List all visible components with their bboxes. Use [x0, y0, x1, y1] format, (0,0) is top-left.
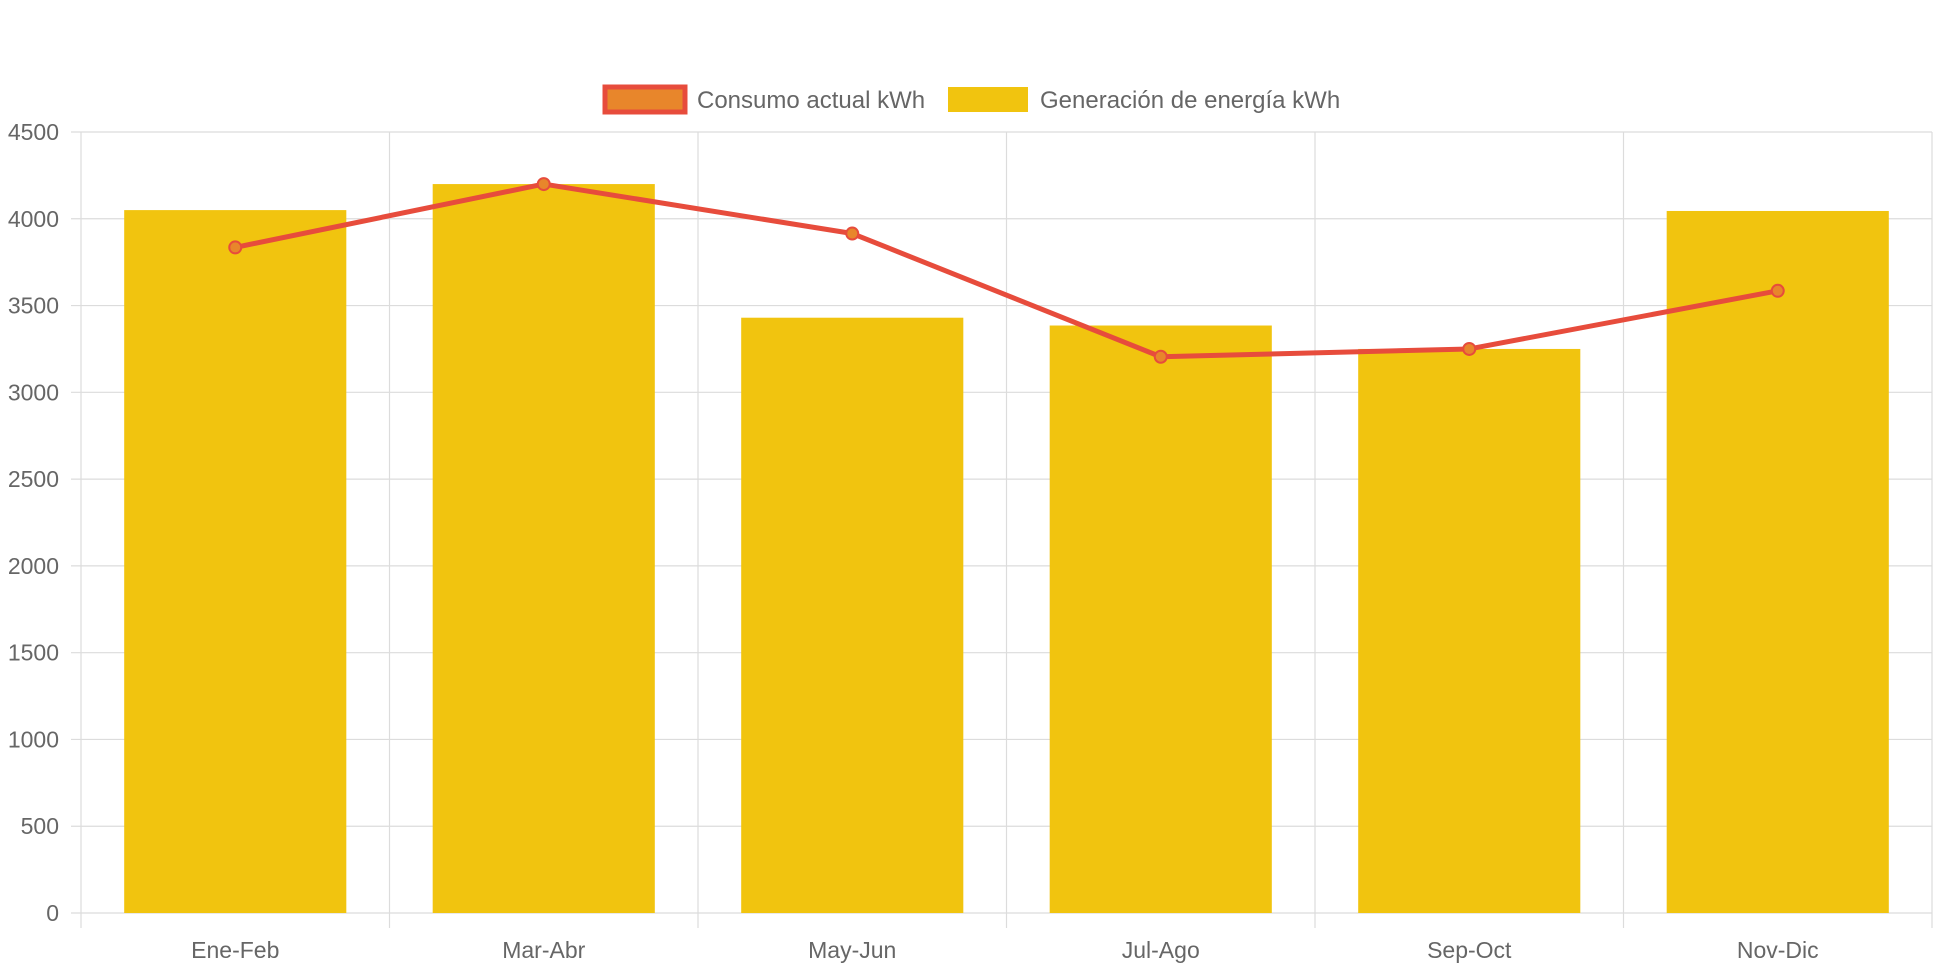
point-nov-dic[interactable]: [1770, 283, 1785, 298]
x-tick-label: Mar-Abr: [502, 937, 585, 963]
y-tick-label: 3500: [8, 293, 59, 319]
consumo-line: [234, 181, 1779, 360]
y-tick-label: 0: [46, 900, 59, 926]
bar-may-jun[interactable]: [741, 317, 964, 913]
point-may-jun[interactable]: [845, 226, 860, 241]
line-series-consumo: [228, 177, 1785, 364]
point-ene-feb[interactable]: [228, 240, 243, 255]
bar-nov-dic[interactable]: [1666, 210, 1889, 913]
bar-mar-abr[interactable]: [432, 184, 655, 914]
legend-swatch-consumo[interactable]: [602, 84, 688, 115]
bar-jul-ago[interactable]: [1049, 325, 1272, 914]
x-tick-label: May-Jun: [808, 937, 896, 963]
x-axis: Ene-Feb Mar-Abr May-Jun Jul-Ago Sep-Oct Nov-D…: [191, 937, 1819, 963]
point-jul-ago[interactable]: [1153, 349, 1168, 364]
y-tick-label: 4500: [8, 119, 59, 145]
y-tick-label: 2500: [8, 466, 59, 492]
bar-series-generacion: [124, 184, 1889, 914]
x-tick-label: Ene-Feb: [191, 937, 279, 963]
y-axis: 0 500 1000 1500 2000 2500 3000 3500 4000 4500: [8, 119, 59, 926]
legend-label-generacion[interactable]: Generación de energía kWh: [1040, 87, 1340, 114]
point-sep-oct[interactable]: [1462, 341, 1477, 356]
y-tick-label: 3000: [8, 379, 59, 405]
y-tick-label: 1000: [8, 726, 59, 752]
y-tick-label: 1500: [8, 640, 59, 666]
x-tick-label: Jul-Ago: [1122, 937, 1200, 963]
x-tick-label: Nov-Dic: [1737, 937, 1819, 963]
point-mar-abr[interactable]: [536, 177, 551, 192]
legend-label-consumo[interactable]: Consumo actual kWh: [697, 87, 925, 114]
y-tick-label: 2000: [8, 553, 59, 579]
legend-swatch-generacion[interactable]: [948, 87, 1028, 112]
bar-ene-feb[interactable]: [124, 210, 347, 914]
y-tick-label: 500: [21, 813, 59, 839]
bar-sep-oct[interactable]: [1358, 348, 1581, 913]
y-tick-label: 4000: [8, 206, 59, 232]
x-tick-label: Sep-Oct: [1427, 937, 1512, 963]
chart-grid: [71, 131, 1933, 928]
chart-legend: Consumo actual kWh Generación de energía…: [602, 84, 1340, 115]
